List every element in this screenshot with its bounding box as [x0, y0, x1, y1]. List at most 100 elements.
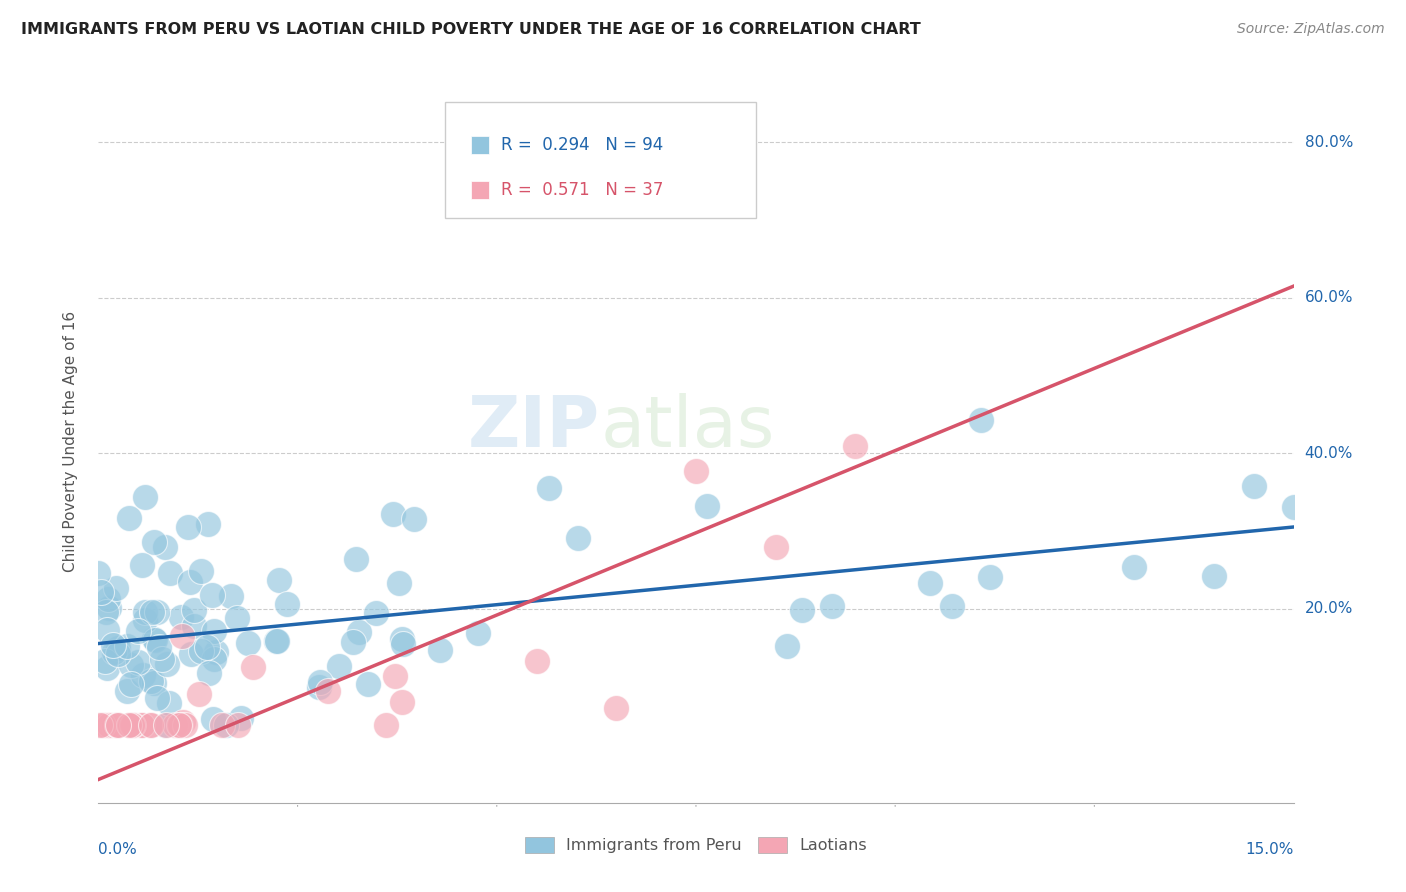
- Point: [537, 481, 560, 495]
- Point: [211, 718, 233, 732]
- Point: [429, 643, 451, 657]
- Point: [176, 520, 198, 534]
- Point: [357, 677, 380, 691]
- Point: [267, 574, 290, 588]
- Point: [118, 511, 141, 525]
- Text: 15.0%: 15.0%: [1246, 842, 1294, 856]
- Point: [129, 718, 152, 732]
- Point: [101, 638, 124, 652]
- Point: [107, 647, 129, 661]
- Point: [155, 718, 177, 732]
- Point: [344, 552, 367, 566]
- Point: [918, 576, 941, 591]
- Point: [225, 610, 247, 624]
- Point: [167, 718, 190, 732]
- Text: 20.0%: 20.0%: [1305, 601, 1353, 616]
- Bar: [471, 136, 489, 153]
- Point: [127, 624, 149, 638]
- Point: [143, 535, 166, 549]
- Point: [180, 647, 202, 661]
- Point: [105, 718, 128, 732]
- Point: [765, 540, 787, 554]
- Point: [183, 603, 205, 617]
- FancyBboxPatch shape: [446, 102, 756, 218]
- Point: [228, 718, 250, 732]
- Point: [170, 610, 193, 624]
- Point: [685, 464, 707, 478]
- Point: [195, 640, 218, 654]
- Point: [364, 606, 387, 620]
- Point: [197, 517, 219, 532]
- Point: [143, 676, 166, 690]
- Point: [190, 564, 212, 578]
- Text: Source: ZipAtlas.com: Source: ZipAtlas.com: [1237, 22, 1385, 37]
- Point: [844, 439, 866, 453]
- Point: [821, 599, 844, 613]
- Text: IMMIGRANTS FROM PERU VS LAOTIAN CHILD POVERTY UNDER THE AGE OF 16 CORRELATION CH: IMMIGRANTS FROM PERU VS LAOTIAN CHILD PO…: [21, 22, 921, 37]
- Point: [979, 570, 1001, 584]
- Point: [96, 660, 118, 674]
- Point: [132, 668, 155, 682]
- Point: [134, 613, 156, 627]
- Point: [156, 657, 179, 672]
- Point: [382, 507, 405, 521]
- Point: [384, 669, 406, 683]
- Point: [153, 718, 176, 732]
- Point: [87, 566, 110, 580]
- Text: 40.0%: 40.0%: [1305, 446, 1353, 460]
- Point: [159, 696, 181, 710]
- Point: [139, 718, 162, 732]
- Point: [970, 413, 993, 427]
- Y-axis label: Child Poverty Under the Age of 16: Child Poverty Under the Age of 16: [63, 311, 77, 572]
- Point: [143, 633, 166, 648]
- Point: [276, 597, 298, 611]
- Point: [134, 605, 156, 619]
- Point: [131, 558, 153, 573]
- Text: 0.0%: 0.0%: [98, 842, 138, 856]
- Point: [696, 499, 718, 513]
- Point: [139, 674, 162, 689]
- Point: [188, 687, 211, 701]
- Point: [169, 718, 191, 732]
- Point: [97, 592, 120, 607]
- Point: [202, 712, 225, 726]
- Text: 60.0%: 60.0%: [1305, 290, 1353, 305]
- Point: [190, 643, 212, 657]
- Point: [388, 576, 411, 591]
- Point: [115, 683, 138, 698]
- Point: [148, 640, 170, 655]
- Text: atlas: atlas: [600, 392, 775, 461]
- Point: [115, 639, 138, 653]
- Point: [107, 641, 129, 656]
- Point: [526, 654, 548, 668]
- Point: [139, 718, 162, 732]
- Text: R =  0.571   N = 37: R = 0.571 N = 37: [501, 181, 664, 199]
- Point: [159, 566, 181, 581]
- Point: [121, 677, 143, 691]
- Point: [349, 625, 371, 640]
- Point: [221, 589, 243, 603]
- Point: [467, 625, 489, 640]
- Point: [141, 605, 163, 619]
- Point: [96, 623, 118, 637]
- Point: [229, 711, 252, 725]
- Point: [342, 634, 364, 648]
- Point: [1243, 478, 1265, 492]
- Point: [375, 718, 398, 732]
- Point: [118, 718, 141, 732]
- Point: [145, 605, 167, 619]
- Point: [120, 718, 142, 732]
- Point: [391, 695, 413, 709]
- Point: [172, 629, 194, 643]
- Point: [172, 714, 194, 729]
- Point: [174, 718, 197, 732]
- Point: [90, 585, 112, 599]
- Point: [94, 654, 117, 668]
- Point: [131, 718, 153, 732]
- Point: [122, 718, 145, 732]
- Point: [98, 718, 121, 732]
- Point: [120, 657, 142, 672]
- Point: [392, 637, 415, 651]
- Text: R =  0.294   N = 94: R = 0.294 N = 94: [501, 136, 664, 153]
- Point: [124, 718, 146, 732]
